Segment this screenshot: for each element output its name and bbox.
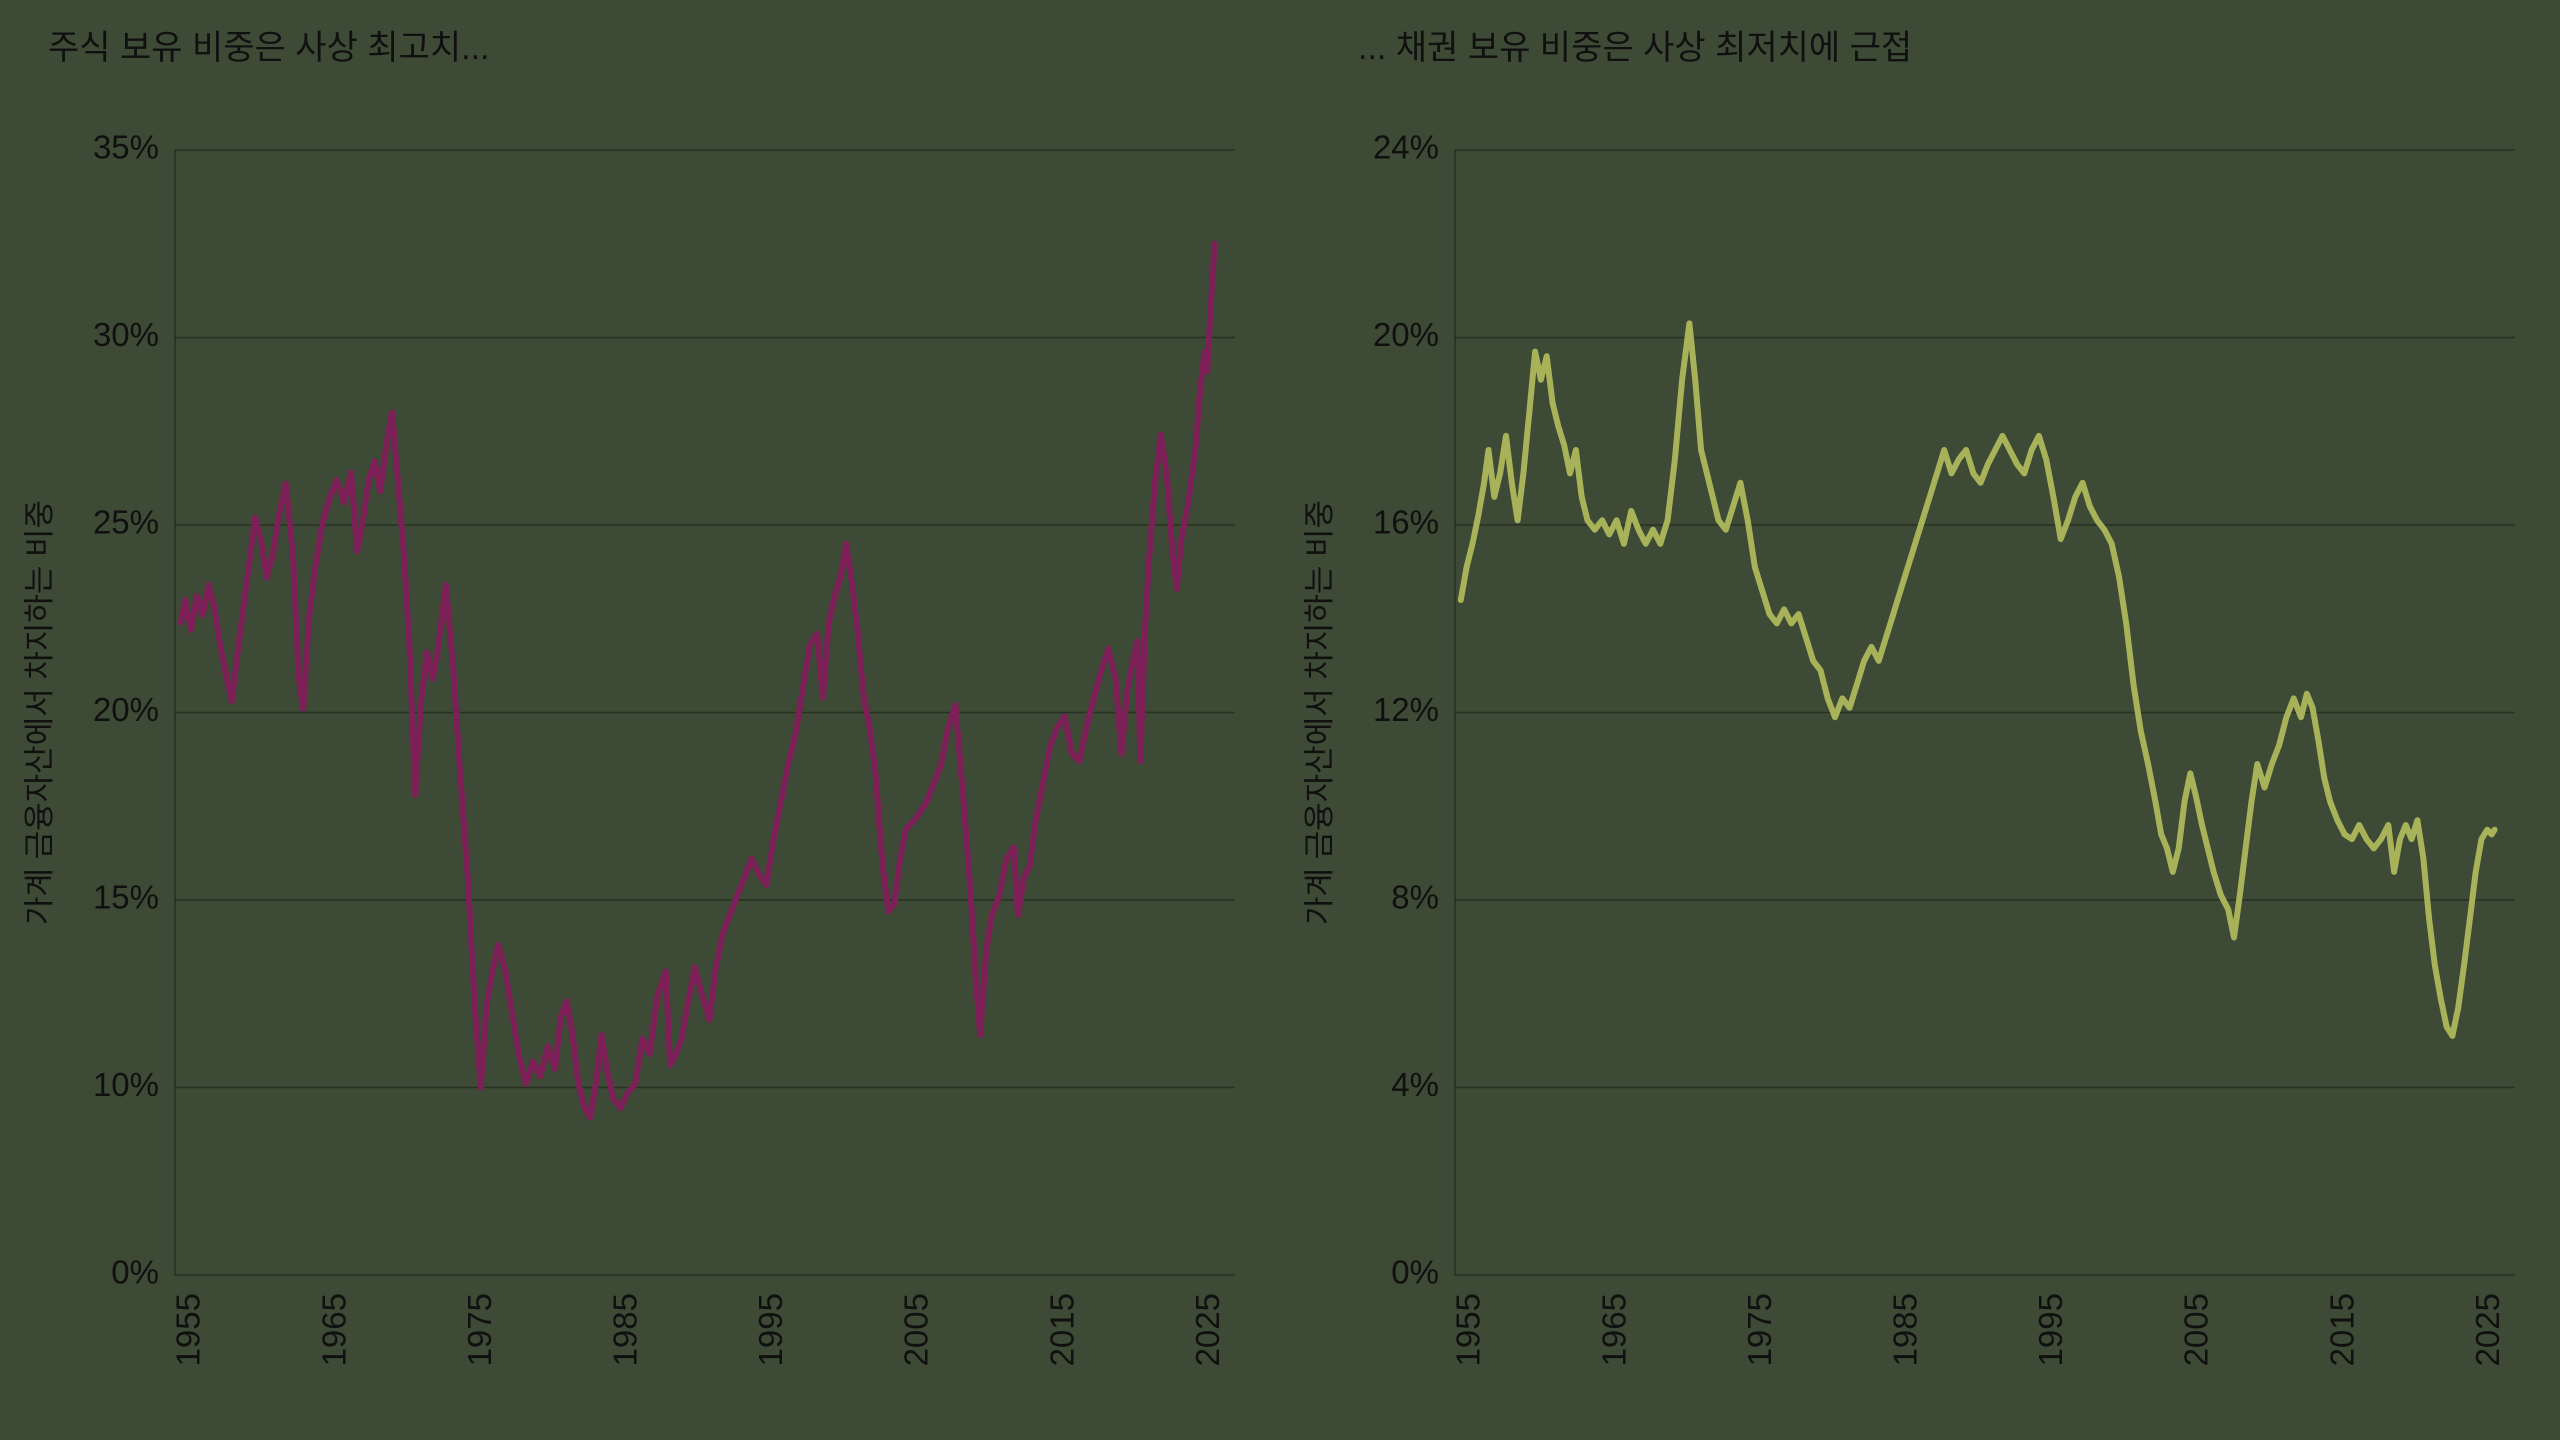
x-tick-label: 1955 <box>1450 1293 1487 1366</box>
y-tick-label: 8% <box>1391 879 1439 916</box>
bonds-share-line <box>1457 320 2498 1039</box>
y-tick-label: 20% <box>93 691 159 728</box>
y-tick-label: 0% <box>1391 1254 1439 1291</box>
x-tick-label: 1965 <box>315 1293 352 1366</box>
x-tick-label: 1975 <box>1741 1293 1778 1366</box>
y-tick-label: 35% <box>93 129 159 166</box>
x-tick-label: 1955 <box>170 1293 207 1366</box>
x-tick-label: 2005 <box>2178 1293 2215 1366</box>
stocks-chart: 주식 보유 비중은 사상 최고치... 35% 30% 25% 20% 15% 10% 0%… <box>22 29 1235 1366</box>
stocks-chart-plot: 35% 30% 25% 20% 15% 10% 0% 1955 1965 1975 1985 1995… <box>22 129 1235 1366</box>
y-axis-title: 가계 금융자산에서 차지하는 비중 <box>22 500 57 925</box>
y-tick-label: 10% <box>93 1066 159 1103</box>
x-tick-label: 2025 <box>1189 1293 1226 1366</box>
y-tick-label: 30% <box>93 316 159 353</box>
stocks-chart-title: 주식 보유 비중은 사상 최고치... <box>48 29 490 67</box>
y-axis-title: 가계 금융자산에서 차지하는 비중 <box>1302 500 1337 925</box>
x-tick-label: 1985 <box>1887 1293 1924 1366</box>
x-tick-label: 1985 <box>607 1293 644 1366</box>
y-tick-label: 25% <box>93 504 159 541</box>
x-tick-label: 1995 <box>752 1293 789 1366</box>
x-tick-label: 2015 <box>2323 1293 2360 1366</box>
x-tick-label: 2015 <box>1043 1293 1080 1366</box>
y-tick-label: 12% <box>1373 691 1439 728</box>
bonds-chart-plot: 24% 20% 16% 12% 8% 4% 0% 1955 1965 1975 1985 1995 20… <box>1302 129 2515 1366</box>
y-tick-label: 0% <box>111 1254 159 1291</box>
x-tick-label: 1995 <box>2032 1293 2069 1366</box>
stocks-share-line <box>177 240 1218 1121</box>
y-tick-label: 20% <box>1373 316 1439 353</box>
x-tick-label: 1975 <box>461 1293 498 1366</box>
y-tick-label: 4% <box>1391 1066 1439 1103</box>
y-tick-label: 16% <box>1373 504 1439 541</box>
x-tick-label: 2025 <box>2469 1293 2506 1366</box>
x-tick-label: 2005 <box>898 1293 935 1366</box>
y-tick-label: 15% <box>93 879 159 916</box>
bonds-chart: ... 채권 보유 비중은 사상 최저치에 근접 24% 20% 16% 12% 8% 4… <box>1280 0 2560 1440</box>
bonds-chart-title: ... 채권 보유 비중은 사상 최저치에 근접 <box>1358 29 1913 67</box>
y-tick-label: 24% <box>1373 129 1439 166</box>
x-tick-label: 1965 <box>1595 1293 1632 1366</box>
